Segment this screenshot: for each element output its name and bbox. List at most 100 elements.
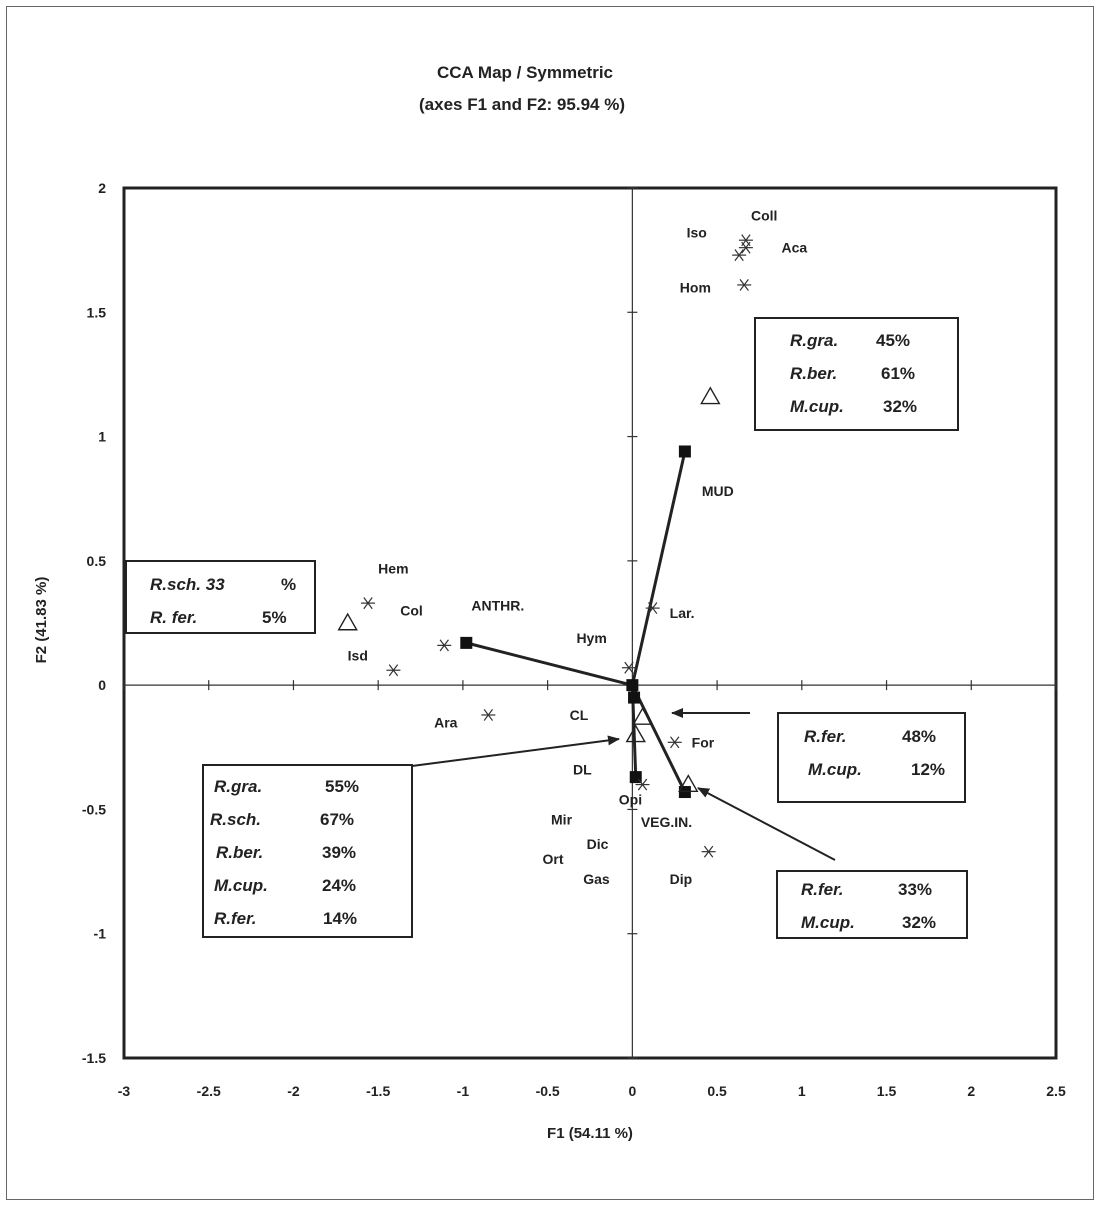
- vector-endpoint: [678, 786, 691, 799]
- box-species: R. fer.: [150, 608, 197, 627]
- box-value: 5%: [262, 608, 287, 627]
- box-species: R.fer.: [804, 727, 847, 746]
- taxon-label: For: [692, 734, 715, 750]
- taxon-marker: [645, 602, 660, 615]
- taxon-label: Iso: [687, 225, 707, 241]
- annotation-box-anthr: R.sch. 33 % R. fer. 5%: [125, 560, 316, 634]
- box-value: %: [281, 575, 296, 594]
- x-tick-label: 2.5: [1046, 1083, 1066, 1099]
- vector-endpoint: [678, 445, 691, 458]
- taxon-marker: [361, 597, 376, 610]
- taxon-label: Coll: [751, 207, 777, 223]
- taxon-marker: [701, 845, 716, 858]
- vector-endpoint: [628, 691, 641, 704]
- x-tick-label: -2.5: [197, 1083, 221, 1099]
- origin-marker: [626, 679, 639, 692]
- pointer-arrow-veg: [697, 787, 836, 861]
- box-value: 48%: [902, 727, 936, 746]
- taxon-marker: [481, 709, 496, 721]
- taxon-label: Col: [400, 603, 423, 619]
- taxon-marker: [738, 241, 753, 254]
- taxon-label: Aca: [781, 240, 807, 256]
- y-tick-labels: 2 1.5 1 0.5 0 -0.5 -1 -1.5: [82, 180, 106, 1066]
- variable-label: DL: [573, 762, 592, 778]
- taxon-marker: [386, 664, 401, 677]
- annotation-box-dl: R.gra. 55% R.sch. 67% R.ber. 39% M.cup. …: [202, 764, 413, 938]
- variable-label: CL: [570, 707, 589, 723]
- annotation-box-mud: R.gra. 45% R.ber. 61% M.cup. 32%: [754, 317, 959, 431]
- variable-label: VEG.IN.: [641, 814, 692, 830]
- taxon-label: Ort: [543, 851, 564, 867]
- taxon-label: Gas: [583, 871, 610, 887]
- box-value: 12%: [911, 760, 945, 779]
- variable-label: MUD: [702, 483, 734, 499]
- x-tick-labels: -3 -2.5 -2 -1.5 -1 -0.5 0 0.5 1 1.5 2 2.5: [118, 1083, 1066, 1099]
- x-tick-label: -2: [287, 1083, 300, 1099]
- box-species: R.sch. 33: [150, 575, 225, 594]
- taxon-marker: [635, 778, 650, 791]
- taxon-label: Lar.: [670, 605, 695, 621]
- taxa-points: [361, 234, 753, 858]
- y-tick-label: -1.5: [82, 1050, 106, 1066]
- x-tick-label: -1: [457, 1083, 470, 1099]
- vector-line: [630, 451, 687, 686]
- box-species: R.sch.: [210, 810, 261, 829]
- box-species: R.gra.: [214, 777, 262, 796]
- x-tick-label: 2: [967, 1083, 975, 1099]
- y-tick-label: -1: [94, 926, 107, 942]
- taxon-label: Isd: [348, 647, 368, 663]
- vector-endpoint: [460, 636, 473, 649]
- box-species: M.cup.: [214, 876, 268, 895]
- box-species: R.gra.: [790, 331, 838, 350]
- taxon-marker: [621, 661, 636, 674]
- box-value: 24%: [322, 876, 356, 895]
- taxon-label: Hym: [576, 630, 606, 646]
- box-species: R.ber.: [790, 364, 837, 383]
- taxon-marker: [738, 234, 753, 247]
- box-value: 45%: [876, 331, 910, 350]
- box-value: 32%: [902, 913, 936, 932]
- taxon-label: Hem: [378, 560, 408, 576]
- box-value: 67%: [320, 810, 354, 829]
- site-marker: [700, 386, 721, 405]
- x-tick-label: 1: [798, 1083, 806, 1099]
- box-species: M.cup.: [801, 913, 855, 932]
- x-tick-label: 1.5: [877, 1083, 897, 1099]
- y-axis-label: F2 (41.83 %): [33, 577, 50, 664]
- y-tick-label: 1: [98, 429, 106, 445]
- site-marker: [337, 612, 358, 631]
- pointer-arrow-dl: [411, 735, 620, 767]
- taxon-marker: [437, 639, 452, 652]
- y-tick-label: 2: [98, 180, 106, 196]
- chart-title: CCA Map / Symmetric: [437, 63, 613, 82]
- box-species: R.ber.: [216, 843, 263, 862]
- box-value: 32%: [883, 397, 917, 416]
- taxon-label: Mir: [551, 811, 573, 827]
- taxon-marker: [737, 278, 752, 291]
- figure-frame: [6, 6, 1094, 1200]
- taxon-marker: [732, 249, 747, 262]
- y-tick-label: 1.5: [87, 304, 107, 320]
- y-tick-label: 0.5: [87, 553, 107, 569]
- box-value: 55%: [325, 777, 359, 796]
- vector-line: [465, 641, 633, 687]
- site-marker: [678, 774, 699, 793]
- x-tick-label: 0.5: [707, 1083, 727, 1099]
- box-species: R.fer.: [801, 880, 844, 899]
- point-labels: Coll Iso Aca Hom Hem Col Isd Lar. Hym Ara For Opi Mi…: [348, 207, 808, 887]
- box-species: R.fer.: [214, 909, 257, 928]
- x-tick-label: 0: [628, 1083, 636, 1099]
- taxon-label: Dic: [587, 836, 609, 852]
- plot-area: [122, 186, 1058, 1060]
- y-tick-label: 0: [98, 677, 106, 693]
- box-value: 14%: [323, 909, 357, 928]
- taxon-label: Opi: [619, 791, 642, 807]
- x-tick-label: -3: [118, 1083, 131, 1099]
- x-axis-label: F1 (54.11 %): [547, 1125, 633, 1142]
- chart-subtitle: (axes F1 and F2: 95.94 %): [419, 95, 625, 114]
- annotation-box-cl: R.fer. 48% M.cup. 12%: [777, 712, 966, 803]
- box-value: 33%: [898, 880, 932, 899]
- taxon-label: Hom: [680, 279, 711, 295]
- taxon-label: Dip: [670, 871, 693, 887]
